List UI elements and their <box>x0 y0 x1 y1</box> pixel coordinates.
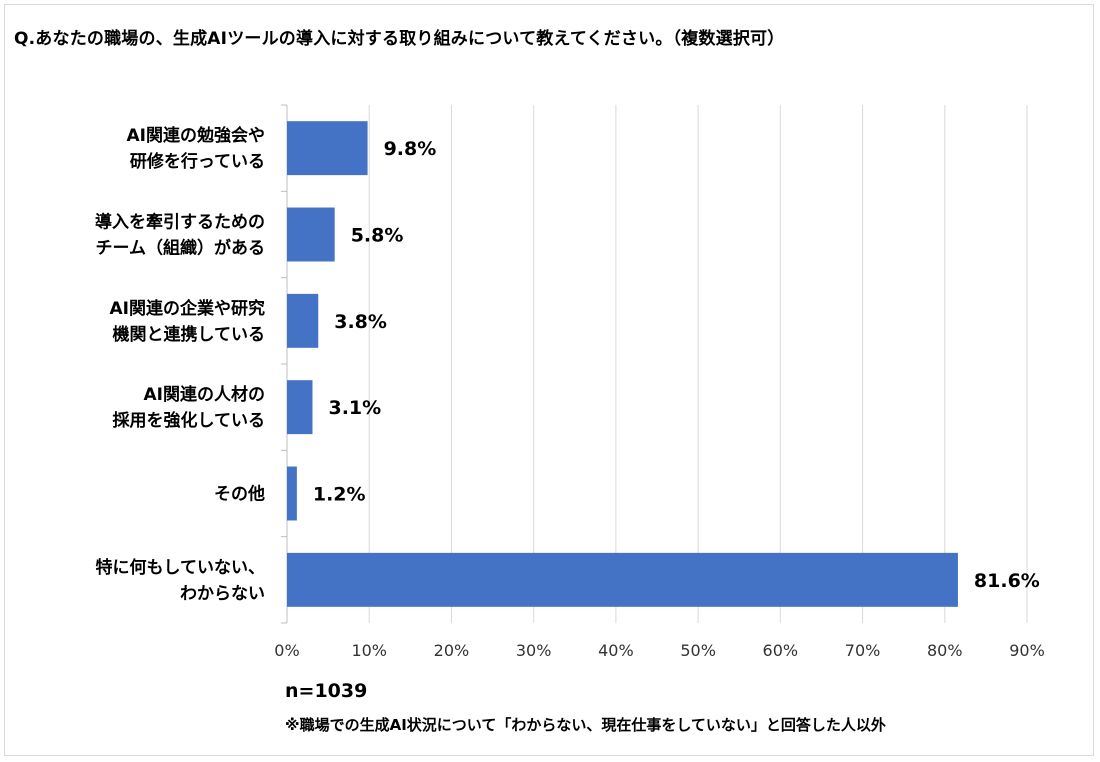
bars <box>287 121 958 607</box>
bar <box>287 121 368 176</box>
category-label: わからない <box>180 584 265 604</box>
x-tick-label: 80% <box>927 641 963 660</box>
chart-title: Q.あなたの職場の、生成AIツールの導入に対する取り組みについて教えてください。… <box>14 29 785 49</box>
category-label: チーム（組織）がある <box>96 238 266 259</box>
bar <box>287 466 297 521</box>
x-tick-label: 30% <box>516 641 552 660</box>
x-tick-label: 50% <box>680 641 716 660</box>
bar <box>287 207 335 262</box>
category-label: その他 <box>214 484 265 505</box>
x-tick-label: 40% <box>598 641 634 660</box>
data-label: 3.1% <box>328 397 381 419</box>
category-label: AI関連の企業や研究 <box>110 298 265 319</box>
bar <box>287 552 958 607</box>
category-label: 研修を行っている <box>130 151 265 172</box>
x-tick-label: 90% <box>1009 641 1045 660</box>
category-label: 特に何もしていない、 <box>96 557 266 578</box>
data-label: 5.8% <box>351 225 404 247</box>
data-label: 3.8% <box>334 311 387 333</box>
gridlines <box>281 104 1028 624</box>
data-label: 1.2% <box>313 484 366 506</box>
data-label: 9.8% <box>384 138 437 160</box>
x-tick-label: 60% <box>763 641 799 660</box>
bar <box>287 293 319 348</box>
category-label: 機関と連携している <box>113 324 266 345</box>
bar <box>287 380 313 435</box>
footnote: ※職場での生成AI状況について「わからない、現在仕事をしていない」と回答した人以… <box>285 716 886 734</box>
category-label: AI関連の人材の <box>144 384 265 405</box>
labels: 0% 10% 20% 30% 40% 50% 60% 70% 80% 90% 9.8% AI関連の勉強… <box>95 125 1045 660</box>
category-label: AI関連の勉強会や <box>127 125 265 146</box>
chart-frame <box>4 4 1094 756</box>
sample-size: n=1039 <box>285 680 368 702</box>
x-tick-label: 10% <box>351 641 387 660</box>
x-tick-label: 20% <box>434 641 470 660</box>
x-tick-label: 70% <box>845 641 881 660</box>
data-label: 81.6% <box>974 570 1040 592</box>
category-label: 採用を強化している <box>113 410 266 431</box>
bar-chart: 0% 10% 20% 30% 40% 50% 60% 70% 80% 90% 9.8% AI関連の勉強… <box>95 104 1045 660</box>
category-label: 導入を牽引するための <box>95 212 265 233</box>
x-tick-label: 0% <box>274 641 299 660</box>
